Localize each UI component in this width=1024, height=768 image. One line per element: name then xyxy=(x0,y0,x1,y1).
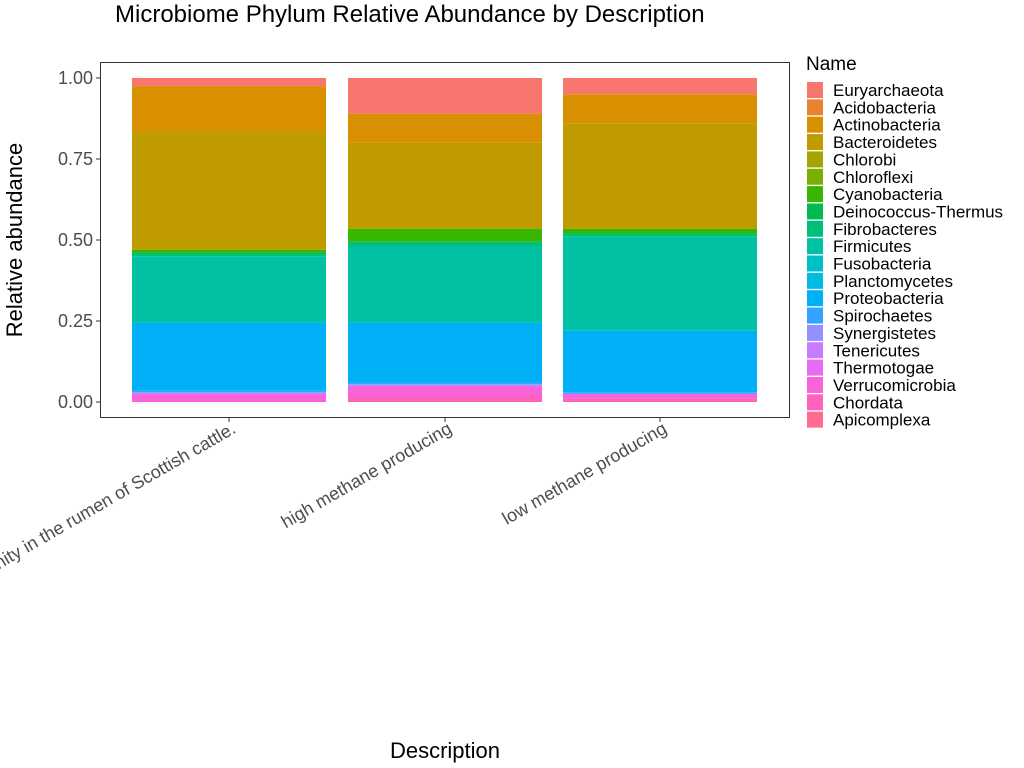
legend-label-chloroflexi: Chloroflexi xyxy=(833,168,913,187)
y-tick-label: 1.00 xyxy=(58,68,93,88)
legend-label-spirochaetes: Spirochaetes xyxy=(833,307,932,326)
legend-label-chordata: Chordata xyxy=(833,393,903,412)
bar-segment-cyanobacteria-1 xyxy=(132,249,326,253)
legend-key-spirochaetes xyxy=(807,307,823,324)
bar-segment-fibrobacteres-3 xyxy=(563,233,757,237)
bar-segment-bacteroidetes-1 xyxy=(132,131,326,250)
bar-segment-actinobacteria-2 xyxy=(348,113,542,143)
bar-segment-cyanobacteria-2 xyxy=(348,228,542,242)
y-tick-label: 0.75 xyxy=(58,149,93,169)
legend-label-apicomplexa: Apicomplexa xyxy=(833,411,931,430)
y-axis-title: Relative abundance xyxy=(2,143,27,337)
legend-key-acidobacteria xyxy=(807,99,823,116)
legend-label-euryarchaeota: Euryarchaeota xyxy=(833,81,944,100)
legend-label-synergistetes: Synergistetes xyxy=(833,324,936,343)
legend-key-chloroflexi xyxy=(807,168,823,185)
bar-segment-firmicutes-1 xyxy=(132,256,326,323)
y-tick-label: 0.00 xyxy=(58,392,93,412)
bar-segment-firmicutes-3 xyxy=(563,236,757,331)
bar-segment-bacteroidetes-3 xyxy=(563,123,757,229)
bar-segment-fibrobacteres-1 xyxy=(132,252,326,257)
legend-key-firmicutes xyxy=(807,238,823,255)
bar-segment-fibrobacteres-2 xyxy=(348,241,542,247)
bar-segment-synergistetes-1 xyxy=(132,392,326,394)
legend-label-thermotogae: Thermotogae xyxy=(833,359,934,378)
legend-key-euryarchaeota xyxy=(807,82,823,98)
bar-segment-euryarchaeota-1 xyxy=(132,78,326,87)
x-axis: Rumen microbial community in the rumen o… xyxy=(0,417,670,673)
legend-label-proteobacteria: Proteobacteria xyxy=(833,289,944,308)
legend-key-synergistetes xyxy=(807,324,823,341)
bar-segment-proteobacteria-3 xyxy=(563,330,757,393)
y-tick-label: 0.50 xyxy=(58,230,93,250)
legend-key-tenericutes xyxy=(807,342,823,359)
y-tick-label: 0.25 xyxy=(58,311,93,331)
bar-segment-verrucomicrobia-2 xyxy=(348,385,542,396)
bar-segment-actinobacteria-1 xyxy=(132,86,326,132)
legend-title: Name xyxy=(806,54,857,75)
x-tick-label-2: high methane producing xyxy=(278,418,455,532)
bar-segment-firmicutes-2 xyxy=(348,246,542,323)
bar-segment-spirochaetes-1 xyxy=(132,390,326,393)
bar-segment-chordata-3 xyxy=(563,398,757,402)
bar-segment-synergistetes-2 xyxy=(348,384,542,386)
bar-segment-spirochaetes-2 xyxy=(348,382,542,385)
legend-label-firmicutes: Firmicutes xyxy=(833,237,911,256)
legend-key-planctomycetes xyxy=(807,272,823,289)
legend-key-fibrobacteres xyxy=(807,220,823,237)
legend-key-thermotogae xyxy=(807,359,823,376)
bar-segment-verrucomicrobia-1 xyxy=(132,393,326,402)
chart-title: Microbiome Phylum Relative Abundance by … xyxy=(115,1,705,28)
x-axis-title: Description xyxy=(390,738,500,763)
legend-key-proteobacteria xyxy=(807,290,823,307)
bar-segment-bacteroidetes-2 xyxy=(348,142,542,229)
bar-segment-actinobacteria-3 xyxy=(563,94,757,124)
bar-segment-verrucomicrobia-3 xyxy=(563,393,757,399)
bar-segment-spirochaetes-3 xyxy=(563,392,757,394)
bars-group xyxy=(132,78,757,402)
bar-segment-chordata-2 xyxy=(348,395,542,402)
legend-key-chlorobi xyxy=(807,151,823,168)
legend-key-chordata xyxy=(807,394,823,411)
legend: Name EuryarchaeotaAcidobacteriaActinobac… xyxy=(806,54,1003,430)
y-axis: 0.00 0.25 0.50 0.75 1.00 xyxy=(58,68,101,412)
legend-label-acidobacteria: Acidobacteria xyxy=(833,98,937,117)
legend-key-fusobacteria xyxy=(807,255,823,272)
bar-segment-euryarchaeota-2 xyxy=(348,78,542,114)
legend-label-fusobacteria: Fusobacteria xyxy=(833,255,932,274)
x-tick-label-1: Rumen microbial community in the rumen o… xyxy=(0,418,239,672)
legend-label-planctomycetes: Planctomycetes xyxy=(833,272,953,291)
bar-segment-euryarchaeota-3 xyxy=(563,78,757,95)
legend-label-chlorobi: Chlorobi xyxy=(833,150,896,169)
legend-key-actinobacteria xyxy=(807,116,823,133)
legend-key-apicomplexa xyxy=(807,411,823,428)
bar-segment-proteobacteria-2 xyxy=(348,322,542,383)
legend-label-cyanobacteria: Cyanobacteria xyxy=(833,185,943,204)
legend-label-bacteroidetes: Bacteroidetes xyxy=(833,133,937,152)
legend-key-verrucomicrobia xyxy=(807,376,823,393)
legend-label-deinococcus-thermus: Deinococcus-Thermus xyxy=(833,202,1003,221)
legend-key-bacteroidetes xyxy=(807,134,823,151)
bar-segment-proteobacteria-1 xyxy=(132,322,326,391)
legend-label-verrucomicrobia: Verrucomicrobia xyxy=(833,376,956,395)
legend-label-actinobacteria: Actinobacteria xyxy=(833,116,941,135)
legend-key-deinococcus-thermus xyxy=(807,203,823,220)
bar-segment-cyanobacteria-3 xyxy=(563,228,757,234)
legend-key-cyanobacteria xyxy=(807,186,823,203)
legend-label-fibrobacteres: Fibrobacteres xyxy=(833,220,937,239)
x-tick-label-3: low methane producing xyxy=(499,418,670,528)
legend-label-tenericutes: Tenericutes xyxy=(833,341,920,360)
